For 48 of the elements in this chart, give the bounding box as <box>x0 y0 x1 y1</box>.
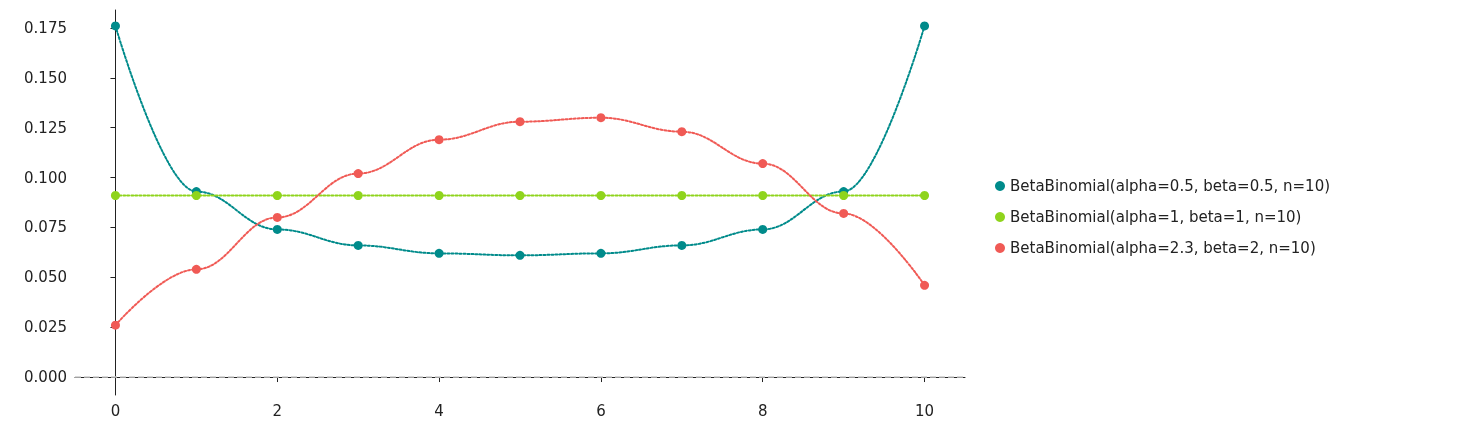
x-tick-label: 0 <box>110 401 121 420</box>
point <box>272 224 282 234</box>
x-tick-label: 8 <box>757 401 768 420</box>
point <box>839 208 849 218</box>
point <box>677 191 687 201</box>
y-tick-label: 0.025 <box>24 318 67 337</box>
point <box>515 250 525 260</box>
y-tick-label: 0.150 <box>24 68 67 87</box>
x-tick-label: 10 <box>915 401 935 420</box>
point <box>596 113 606 123</box>
point <box>110 21 120 31</box>
x-tick-label: 2 <box>272 401 283 420</box>
point <box>515 117 525 127</box>
point <box>677 240 687 250</box>
point <box>920 21 930 31</box>
point <box>353 169 363 179</box>
point <box>272 212 282 222</box>
point <box>434 135 444 145</box>
y-tick-label: 0.100 <box>24 168 67 187</box>
y-tick-label: 0.075 <box>24 218 67 237</box>
point <box>353 240 363 250</box>
y-tick-label: 0.050 <box>24 268 67 287</box>
point <box>758 191 768 201</box>
x-tick-label: 6 <box>596 401 606 420</box>
point <box>272 191 282 201</box>
legend-label: BetaBinomial(alpha=2.3, beta=2, n=10) <box>1010 239 1316 257</box>
y-tick-label: 0.000 <box>24 368 67 387</box>
point <box>920 191 930 201</box>
point <box>677 127 687 137</box>
point <box>191 191 201 201</box>
y-tick-label: 0.175 <box>24 18 67 37</box>
point <box>596 248 606 258</box>
point <box>353 191 363 201</box>
legend-label: BetaBinomial(alpha=1, beta=1, n=10) <box>1010 208 1302 226</box>
point <box>596 191 606 201</box>
point <box>758 224 768 234</box>
point <box>758 159 768 169</box>
point <box>434 191 444 201</box>
point <box>191 264 201 274</box>
point <box>920 280 930 290</box>
legend-label: BetaBinomial(alpha=0.5, beta=0.5, n=10) <box>1010 177 1331 195</box>
point <box>110 191 120 201</box>
point <box>839 191 849 201</box>
point <box>110 320 120 330</box>
x-tick-label: 4 <box>434 401 444 420</box>
point <box>434 248 444 258</box>
point <box>515 191 525 201</box>
y-tick-label: 0.125 <box>24 118 67 137</box>
